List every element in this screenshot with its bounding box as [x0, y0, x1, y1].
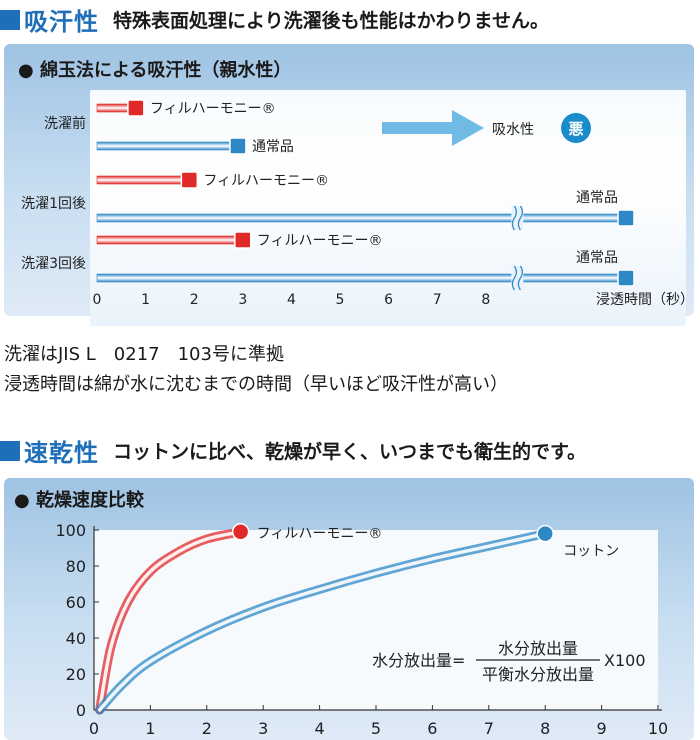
group-label: 洗濯3回後 — [21, 256, 86, 272]
plot-area — [94, 530, 658, 710]
axis-break — [511, 206, 524, 230]
axis-break-mark — [517, 265, 523, 291]
series-label: フィルハーモニー® — [257, 526, 383, 542]
x-tick-label: 2 — [202, 719, 212, 738]
x-tick-label: 1 — [141, 292, 150, 308]
bar-end-marker — [180, 171, 199, 189]
axis-break-mark — [517, 205, 523, 231]
section-subtitle: 特殊表面処理により洗濯後も性能はかわりません。 — [113, 10, 550, 32]
annotation-label: 吸水性 — [492, 122, 534, 138]
series-line-highlight — [97, 531, 547, 712]
panel-title: ● 乾燥速度比較 — [14, 490, 144, 511]
x-tick-label: 9 — [597, 719, 607, 738]
group-label: 洗濯1回後 — [21, 196, 86, 212]
panel-title: ● 綿玉法による吸汗性（親水性） — [18, 60, 292, 81]
bar-label: 通常品 — [252, 139, 294, 155]
badge-icon — [561, 113, 591, 143]
y-tick-label: 100 — [55, 521, 86, 540]
note-penetration-time: 浸透時間は綿が水に沈むまでの時間（早いほど吸汗性が高い） — [4, 374, 508, 395]
y-tick-label: 40 — [66, 629, 86, 648]
formula-multiplier: X100 — [604, 651, 646, 670]
section-title: 速乾性 — [24, 439, 99, 467]
x-tick-label: 8 — [540, 719, 550, 738]
series-end-marker — [536, 524, 554, 543]
x-tick-label: 3 — [238, 292, 247, 308]
bar-end-marker — [234, 231, 252, 249]
axis-break-mark — [511, 265, 517, 291]
x-tick-label: 6 — [427, 719, 437, 738]
formula-numerator: 水分放出量 — [498, 639, 578, 658]
x-axis-label: 浸透時間（秒） — [596, 292, 694, 308]
section-absorbency-header: 吸汗性 特殊表面処理により洗濯後も性能はかわりません。 — [0, 2, 549, 37]
formula-denominator: 平衡水分放出量 — [482, 665, 594, 684]
y-tick-label: 20 — [66, 665, 86, 684]
x-tick-label: 5 — [371, 719, 381, 738]
series-label: コットン — [563, 544, 619, 560]
x-tick-label: 8 — [481, 292, 490, 308]
x-tick-label: 7 — [433, 292, 442, 308]
axis-break-mark — [511, 205, 517, 231]
bar-end-marker — [617, 209, 635, 227]
group-label: 洗濯前 — [44, 115, 86, 132]
bar-label: 通常品 — [576, 250, 618, 266]
x-tick-label: 4 — [287, 292, 296, 308]
section-marker-icon — [0, 9, 20, 30]
series-line-highlight — [97, 530, 243, 712]
x-tick-label: 7 — [484, 719, 494, 738]
bar-end-marker — [229, 137, 247, 155]
section-marker-icon — [0, 440, 20, 461]
bar-end-marker — [127, 99, 145, 117]
x-tick-label: 5 — [336, 292, 345, 308]
bar-label: フィルハーモニー® — [257, 233, 383, 249]
section-subtitle: コットンに比べ、乾燥が早く、いつまでも衛生的です。 — [113, 441, 587, 463]
x-tick-label: 2 — [190, 292, 199, 308]
axis-break — [511, 266, 524, 290]
x-tick-label: 6 — [384, 292, 393, 308]
bar-label: フィルハーモニー® — [150, 101, 276, 117]
x-tick-label: 4 — [315, 719, 325, 738]
y-tick-label: 0 — [76, 701, 86, 720]
bar-label: 通常品 — [576, 190, 618, 206]
arrow-icon — [382, 110, 484, 146]
bar-end-marker — [617, 269, 635, 287]
x-tick-label: 0 — [93, 292, 102, 308]
bar-label: フィルハーモニー® — [203, 173, 329, 189]
badge-text: 悪 — [568, 120, 583, 138]
x-tick-label: 1 — [145, 719, 155, 738]
y-tick-label: 60 — [66, 593, 86, 612]
absorbency-chart: 0 1 2 3 4 5 6 7 8 浸透時間（秒）洗濯前フィルハーモニー®通常品洗濯1回後フィルハ… — [21, 99, 694, 308]
formula-lhs: 水分放出量= — [372, 651, 465, 670]
y-tick-label: 80 — [66, 557, 86, 576]
series-end-marker — [231, 523, 250, 541]
x-tick-label: 3 — [258, 719, 268, 738]
section-title: 吸汗性 — [24, 8, 99, 36]
note-washing-standard: 洗濯はJIS L 0217 103号に準拠 — [4, 344, 284, 365]
section-quickdry-header: 速乾性 コットンに比べ、乾燥が早く、いつまでも衛生的です。 — [0, 433, 586, 468]
x-tick-label: 0 — [89, 719, 99, 738]
x-tick-label: 10 — [648, 719, 668, 738]
